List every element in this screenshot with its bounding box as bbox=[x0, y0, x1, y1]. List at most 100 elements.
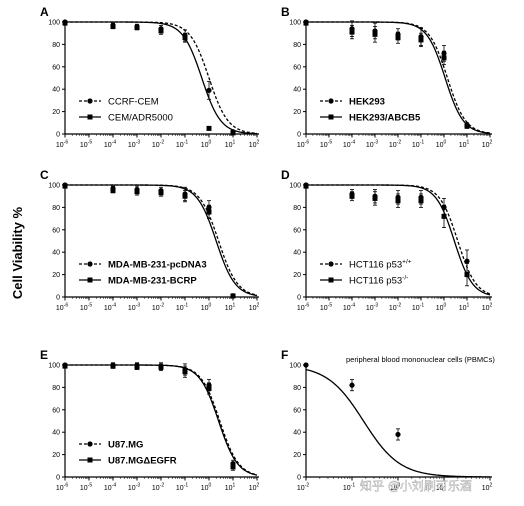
x-tick-label: 101 bbox=[459, 140, 470, 150]
data-point-series-2 bbox=[372, 191, 378, 206]
legend-entry-2: MDA-MB-231-BCRP bbox=[79, 276, 197, 287]
data-point-series-2 bbox=[418, 193, 424, 208]
y-tick-label: 40 bbox=[52, 87, 60, 94]
panel-letter: C bbox=[40, 168, 49, 182]
legend-label: U87.MGΔEGFR bbox=[108, 456, 177, 467]
y-tick-label: 0 bbox=[56, 295, 60, 302]
y-tick-label: 20 bbox=[293, 272, 301, 279]
x-tick-label: 10-2 bbox=[152, 303, 164, 313]
panel-letter: A bbox=[40, 5, 49, 19]
x-tick-label: 100 bbox=[201, 303, 212, 313]
x-tick-label: 102 bbox=[482, 140, 493, 150]
chart-panel-a: A 0 20 40 60 80 100 10-6 10-5 10-4 10-3 10-2 10-1 100… bbox=[40, 5, 260, 149]
x-tick-label: 101 bbox=[436, 483, 447, 493]
y-tick-label: 0 bbox=[297, 295, 301, 302]
x-tick-label: 10-6 bbox=[297, 140, 309, 150]
data-point-series-2 bbox=[395, 31, 401, 44]
x-tick-label: 10-6 bbox=[56, 303, 68, 313]
x-tick-label: 10-5 bbox=[320, 303, 332, 313]
x-tick-label: 10-1 bbox=[343, 483, 355, 493]
x-tick-label: 10-5 bbox=[80, 303, 92, 313]
y-tick-label: 0 bbox=[56, 132, 60, 139]
y-tick-label: 20 bbox=[52, 272, 60, 279]
y-tick-label: 100 bbox=[289, 183, 301, 190]
y-tick-label: 40 bbox=[293, 430, 301, 437]
x-tick-label: 10-6 bbox=[297, 303, 309, 313]
x-tick-label: 10-3 bbox=[366, 140, 378, 150]
data-point-series-2 bbox=[158, 27, 164, 35]
x-tick-label: 10-1 bbox=[176, 303, 188, 313]
x-tick-label: 100 bbox=[201, 140, 212, 150]
y-tick-label: 80 bbox=[293, 385, 301, 392]
chart-panel-e: E 0 20 40 60 80 100 10-6 10-5 10-4 10-3 10-2 10-1 100… bbox=[40, 348, 260, 492]
data-point-series-2 bbox=[134, 24, 140, 31]
data-point-series-1 bbox=[206, 80, 212, 100]
data-point-series-2 bbox=[110, 23, 116, 30]
data-point-series-2 bbox=[182, 32, 188, 43]
y-tick-label: 80 bbox=[293, 42, 301, 49]
x-tick-label: 10-1 bbox=[176, 483, 188, 493]
x-tick-label: 10-3 bbox=[366, 303, 378, 313]
data-point-series-2 bbox=[230, 130, 236, 136]
x-tick-label: 100 bbox=[436, 303, 447, 313]
x-tick-label: 101 bbox=[459, 303, 470, 313]
y-tick-label: 40 bbox=[293, 250, 301, 257]
fit-curve-series-2 bbox=[65, 184, 258, 297]
data-point-series-2 bbox=[110, 363, 116, 369]
panel-letter: B bbox=[281, 5, 290, 19]
data-point-series-2 bbox=[110, 187, 116, 194]
data-point-series-2 bbox=[158, 189, 164, 197]
data-point-series-2 bbox=[303, 183, 309, 189]
y-tick-label: 20 bbox=[293, 452, 301, 459]
x-tick-label: 10-1 bbox=[176, 140, 188, 150]
x-tick-label: 102 bbox=[249, 140, 260, 150]
data-point-series-2 bbox=[230, 463, 236, 471]
y-tick-label: 40 bbox=[52, 250, 60, 257]
x-tick-label: 10-4 bbox=[104, 303, 116, 313]
x-tick-label: 10-4 bbox=[343, 303, 355, 313]
data-point-series-2 bbox=[182, 190, 188, 203]
fit-curve-series-2 bbox=[306, 21, 491, 134]
y-tick-label: 100 bbox=[289, 20, 301, 27]
x-tick-label: 10-2 bbox=[389, 140, 401, 150]
data-point-series-2 bbox=[182, 365, 188, 378]
x-tick-label: 10-3 bbox=[128, 483, 140, 493]
data-point-series-2 bbox=[206, 382, 212, 395]
y-tick-label: 100 bbox=[48, 363, 60, 370]
x-tick-label: 100 bbox=[436, 140, 447, 150]
data-point-series-1 bbox=[349, 379, 355, 392]
x-tick-label: 10-1 bbox=[412, 303, 424, 313]
x-tick-label: 10-4 bbox=[104, 140, 116, 150]
y-tick-label: 20 bbox=[52, 109, 60, 116]
x-tick-label: 100 bbox=[390, 483, 401, 493]
y-tick-label: 60 bbox=[293, 227, 301, 234]
data-point-series-2 bbox=[206, 204, 212, 220]
panel-title: peripheral blood mononuclear cells (PBMC… bbox=[346, 355, 495, 364]
data-point-series-2 bbox=[349, 191, 355, 202]
y-tick-label: 60 bbox=[52, 407, 60, 414]
y-tick-label: 80 bbox=[52, 205, 60, 212]
legend-entry-1: U87.MG bbox=[79, 440, 143, 451]
legend-label: U87.MG bbox=[108, 440, 143, 451]
x-tick-label: 10-5 bbox=[80, 140, 92, 150]
data-point-series-1 bbox=[303, 362, 309, 368]
y-tick-label: 100 bbox=[48, 183, 60, 190]
watermark: 知乎 @小刘刷可乐酒 bbox=[360, 479, 472, 493]
legend-label: HCT116 p53-/- bbox=[349, 275, 408, 287]
y-axis-label: Cell Viability % bbox=[10, 206, 25, 299]
fit-curve-series-2 bbox=[306, 184, 491, 296]
y-tick-label: 60 bbox=[52, 227, 60, 234]
x-tick-label: 102 bbox=[482, 483, 493, 493]
data-point-series-2 bbox=[303, 20, 309, 26]
x-tick-label: 10-2 bbox=[152, 483, 164, 493]
panel-letter: D bbox=[281, 168, 290, 182]
panel-letter: E bbox=[40, 348, 48, 362]
y-tick-label: 100 bbox=[48, 20, 60, 27]
panel-letter: F bbox=[281, 348, 288, 362]
y-tick-label: 80 bbox=[52, 385, 60, 392]
data-point-series-2 bbox=[464, 123, 470, 129]
y-tick-label: 60 bbox=[293, 407, 301, 414]
chart-panel-b: B 0 20 40 60 80 100 10-6 10-5 10-4 10-3 10-2 10-1 100… bbox=[281, 5, 493, 149]
x-tick-label: 10-5 bbox=[80, 483, 92, 493]
